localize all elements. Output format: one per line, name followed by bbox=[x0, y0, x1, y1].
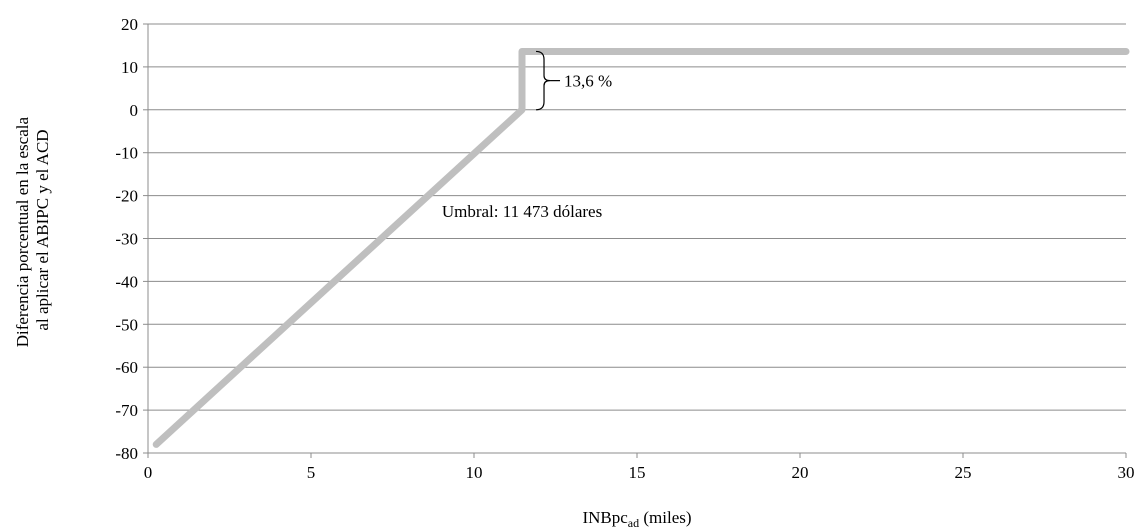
x-axis-label: INBpcad (miles) bbox=[582, 508, 691, 529]
y-tick-label-3: -10 bbox=[115, 144, 138, 163]
axes bbox=[143, 23, 1127, 458]
y-tick-labels: 20 10 0 -10 -20 -30 -40 -50 -60 -70 -80 bbox=[115, 15, 138, 463]
y-tick-label-6: -40 bbox=[115, 272, 138, 291]
x-tick-label-0: 0 bbox=[144, 463, 153, 482]
x-axis-label-main: INBpc bbox=[582, 508, 628, 527]
series-line-0 bbox=[152, 48, 1130, 448]
y-axis-label-line-2: al aplicar el ABIPC y el ACD bbox=[33, 129, 52, 330]
y-axis-label: Diferencia porcentual en la escala al ap… bbox=[13, 113, 52, 348]
x-axis-label-subscript: ad bbox=[628, 516, 639, 529]
bracket-label: 13,6 % bbox=[564, 72, 612, 91]
x-tick-label-3: 15 bbox=[629, 463, 646, 482]
y-tick-label-0: 20 bbox=[121, 15, 138, 34]
y-tick-label-1: 10 bbox=[121, 58, 138, 77]
annotations: 13,6 % Umbral: 11 473 dólares bbox=[442, 50, 612, 221]
bracket-annotation bbox=[535, 50, 551, 111]
x-tick-label-6: 30 bbox=[1118, 463, 1135, 482]
y-tick-label-8: -60 bbox=[115, 358, 138, 377]
y-tick-label-7: -50 bbox=[115, 315, 138, 334]
gridlines bbox=[148, 23, 1126, 454]
x-tick-label-5: 25 bbox=[955, 463, 972, 482]
x-tick-label-2: 10 bbox=[466, 463, 483, 482]
y-tick-label-2: 0 bbox=[130, 101, 139, 120]
x-tick-label-4: 20 bbox=[792, 463, 809, 482]
y-tick-label-4: -20 bbox=[115, 187, 138, 206]
x-tick-label-1: 5 bbox=[307, 463, 316, 482]
x-axis-label-tail: (miles) bbox=[639, 508, 691, 527]
y-tick-label-5: -30 bbox=[115, 230, 138, 249]
series-layer bbox=[152, 48, 1130, 448]
y-axis-label-line-1: Diferencia porcentual en la escala bbox=[13, 117, 32, 348]
y-tick-label-9: -70 bbox=[115, 401, 138, 420]
threshold-label: Umbral: 11 473 dólares bbox=[442, 202, 602, 221]
y-tick-label-10: -80 bbox=[115, 444, 138, 463]
x-tick-labels: 0 5 10 15 20 25 30 bbox=[144, 463, 1135, 482]
